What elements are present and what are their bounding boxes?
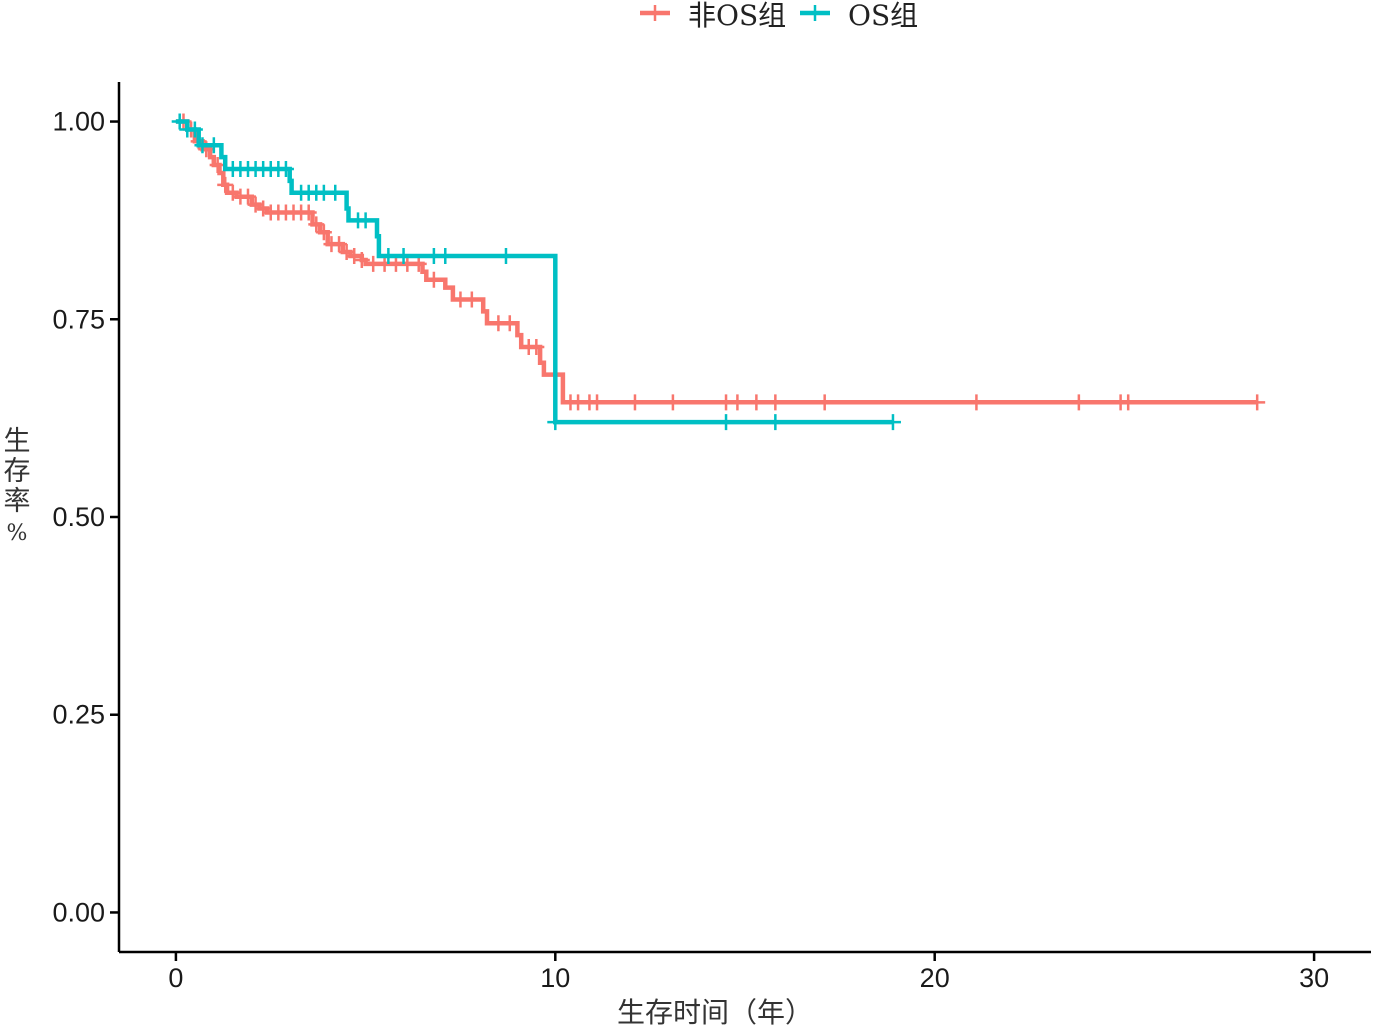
y-axis-title-char: % [7,521,28,546]
censor-mark [425,271,442,288]
censor-mark [327,184,344,201]
legend: 非OS组 OS组 [640,0,918,32]
censor-mark [353,251,370,268]
censor-mark [589,394,606,411]
x-tick-label: 20 [920,963,950,993]
censor-mark [664,394,681,411]
plot-area [171,113,1266,431]
y-tick-label: 0.00 [52,897,105,927]
x-tick-label: 30 [1299,963,1329,993]
censor-mark [308,216,325,233]
legend-label: OS组 [848,0,918,32]
y-axis-title-char: 存 [4,456,31,487]
y-tick-label: 0.75 [52,304,105,334]
censor-mark [501,315,518,332]
survival-curve [175,119,893,425]
censor-mark [217,176,234,193]
y-axis-title: 生存率% [4,426,31,546]
x-ticks: 0 10 20 30 [168,952,1329,993]
series-non-os [175,113,1266,411]
censor-mark [547,414,564,431]
censor-mark [239,188,256,205]
censor-mark [338,244,355,261]
y-tick-label: 0.25 [52,700,105,730]
survival-curve [175,119,1258,405]
censor-mark [380,248,397,264]
y-tick-label: 0.50 [52,502,105,532]
y-axis-title-char: 生 [4,426,31,457]
censor-mark [626,394,643,411]
censor-mark [186,121,203,138]
censor-mark [816,394,833,411]
censor-mark [171,113,188,130]
censor-mark [1249,394,1266,411]
censor-mark [331,236,348,253]
axes: 0.00 0.25 0.50 0.75 1.00 0 10 20 30 [52,82,1371,993]
censor-mark [410,255,427,272]
censor-mark [528,338,545,355]
censor-mark [718,414,735,431]
censor-mark [497,248,514,264]
censor-mark [463,291,480,308]
x-axis-title: 生存时间（年） [617,996,813,1029]
legend-item: OS组 [800,0,918,32]
censor-mark [315,224,332,241]
censor-mark [247,196,264,213]
x-tick-label: 0 [168,963,183,993]
series-layer [171,113,1266,431]
legend-label: 非OS组 [688,0,786,32]
censor-mark [205,137,222,154]
censor-mark [1070,394,1087,411]
y-ticks: 0.00 0.25 0.50 0.75 1.00 [52,107,119,927]
censor-mark [968,394,985,411]
censor-mark [357,212,374,229]
censor-mark [767,414,784,431]
censor-mark [437,248,454,264]
censor-mark [767,394,784,411]
legend-item: 非OS组 [640,0,786,32]
censor-mark [300,204,317,221]
censor-mark [277,161,294,177]
x-tick-label: 10 [540,963,570,993]
censor-mark [224,184,241,201]
censor-mark [729,394,746,411]
censor-mark [346,248,363,264]
censor-mark [884,414,901,431]
censor-mark [748,394,765,411]
series-os [171,113,901,431]
y-axis-title-char: 率 [4,486,31,517]
censor-mark [1120,394,1137,411]
y-tick-label: 1.00 [52,107,105,137]
censor-mark [395,248,412,264]
censor-mark [255,200,272,217]
